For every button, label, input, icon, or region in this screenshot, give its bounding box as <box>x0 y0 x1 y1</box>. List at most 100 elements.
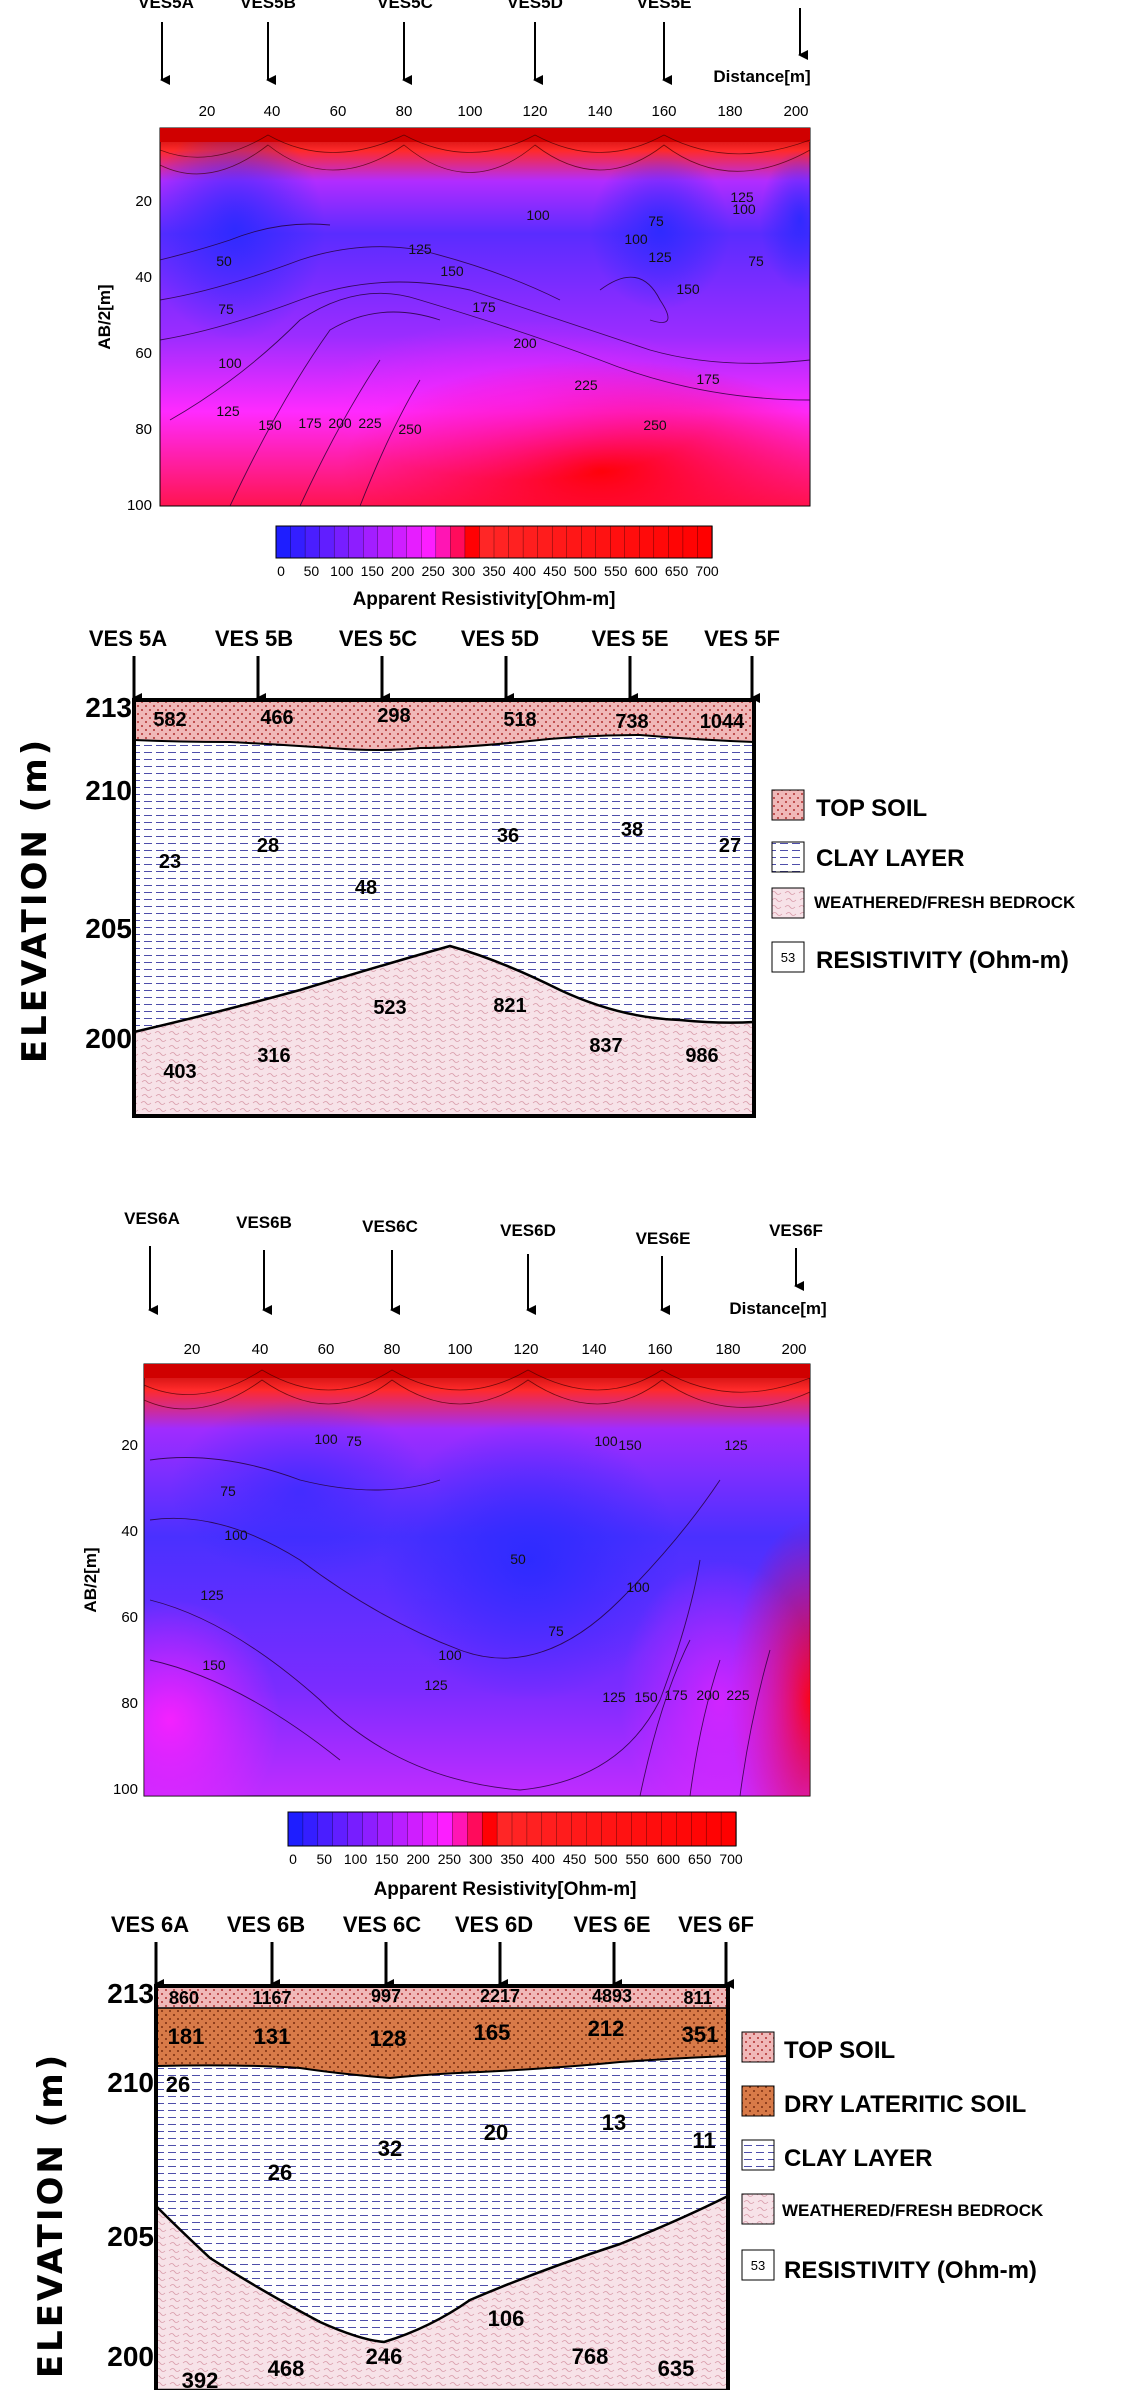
colorbar-tick: 100 <box>344 1851 368 1867</box>
legend-label: RESISTIVITY (Ohm-m) <box>816 947 1069 974</box>
colorbar-swatch <box>661 1811 677 1847</box>
contour-label: 100 <box>526 207 550 223</box>
contour-label: 150 <box>618 1437 642 1453</box>
colorbar-swatch <box>377 1811 394 1847</box>
colorbar-swatch <box>556 1811 573 1847</box>
colorbar-tick: 650 <box>688 1851 712 1867</box>
colorbar-swatch <box>464 525 481 559</box>
resistivity-value: 246 <box>366 2344 403 2369</box>
contour-label: 100 <box>218 355 242 371</box>
ves-label: VES5C <box>377 0 433 12</box>
legend-swatch-resistivity <box>741 2249 775 2281</box>
colorbar-swatch <box>541 1811 558 1847</box>
colorbar-frame <box>287 1811 737 1847</box>
colorbar-swatch <box>601 1811 618 1847</box>
pseudosection-5: VES5A VES5B VES5C VES5D VES5E Distance[m… <box>95 0 811 514</box>
contour-label: 125 <box>724 1437 748 1453</box>
elevation-tick: 210 <box>85 775 132 806</box>
resistivity-value: 997 <box>371 1986 401 2006</box>
legend: TOP SOIL CLAY LAYER WEATHERED/FRESH BEDR… <box>771 789 1076 974</box>
legend-sample-value: 53 <box>751 2258 765 2273</box>
contour-label: 75 <box>220 1483 236 1499</box>
ves-label: VES5B <box>240 0 296 12</box>
resistivity-value: 738 <box>615 711 648 733</box>
colorbar-tick: 50 <box>316 1851 332 1867</box>
colorbar-tick: 450 <box>543 563 567 579</box>
geoelectric-section-6: VES 6A VES 6B VES 6C VES 6D VES 6E VES 6… <box>31 1912 1044 2390</box>
contour-label: 250 <box>643 417 667 433</box>
resistivity-value: 38 <box>621 819 643 841</box>
resistivity-value: 837 <box>589 1035 622 1057</box>
colorbar-swatch <box>452 1811 468 1847</box>
ves-label: VES6D <box>500 1221 556 1240</box>
ves-label: VES 6B <box>227 1912 305 1937</box>
legend-label: CLAY LAYER <box>816 845 965 872</box>
colorbar-swatch <box>522 525 539 559</box>
colorbar-swatch <box>347 1811 364 1847</box>
colorbar-swatch <box>333 525 350 559</box>
x-tick: 100 <box>457 103 482 120</box>
colorbar-swatch <box>392 1811 409 1847</box>
resistivity-value: 26 <box>268 2160 292 2185</box>
ves-label: VES 5D <box>461 626 539 651</box>
distance-label: Distance[m] <box>713 67 810 86</box>
colorbar-tick: 400 <box>532 1851 556 1867</box>
section-frame <box>154 1984 730 2390</box>
colorbar-swatch <box>586 1811 603 1847</box>
ves-label: VES 5A <box>89 626 167 651</box>
resistivity-value: 106 <box>488 2306 525 2331</box>
contour-label: 125 <box>200 1587 224 1603</box>
y-tick: 40 <box>135 269 152 286</box>
bedrock-layer <box>132 944 756 1118</box>
contour-label: 225 <box>574 377 598 393</box>
resistivity-value: 316 <box>257 1045 290 1067</box>
legend-label: TOP SOIL <box>784 2037 895 2064</box>
colorbar-swatch <box>624 525 640 559</box>
colorbar-tick: 350 <box>500 1851 524 1867</box>
ves-label: VES 6A <box>111 1912 189 1937</box>
elevation-tick: 213 <box>85 692 132 723</box>
contour-label: 150 <box>202 1657 226 1673</box>
colorbar-swatch <box>467 1811 483 1847</box>
colorbar-swatch <box>551 525 568 559</box>
resistivity-value: 26 <box>166 2072 190 2097</box>
colorbar-tick: 450 <box>563 1851 587 1867</box>
contour-label: 150 <box>634 1689 658 1705</box>
colorbar-swatch <box>348 525 364 559</box>
contour-label: 225 <box>358 415 382 431</box>
high-resistivity-zone <box>320 320 720 480</box>
colorbar-swatch <box>720 1811 737 1847</box>
contour-label: 150 <box>440 263 464 279</box>
pseudosection-6: VES6A VES6B VES6C VES6D VES6E VES6F Dist… <box>81 1209 827 1798</box>
x-tick: 80 <box>396 103 413 120</box>
colorbar-swatch <box>508 525 524 559</box>
colorbar-swatch <box>676 1811 692 1847</box>
resistivity-value: 392 <box>182 2368 219 2390</box>
resistivity-value: 468 <box>268 2356 305 2381</box>
colorbar-swatch <box>537 525 553 559</box>
resistivity-value: 13 <box>602 2110 626 2135</box>
resistivity-value: 860 <box>169 1988 199 2008</box>
legend-swatch-topsoil <box>771 789 805 821</box>
ves-label: VES6F <box>769 1221 823 1240</box>
y-tick: 100 <box>113 1781 138 1798</box>
colorbar-swatches <box>287 1811 737 1847</box>
contour-label: 200 <box>696 1687 720 1703</box>
x-tick: 160 <box>651 103 676 120</box>
colorbar-swatch <box>290 525 306 559</box>
resistivity-value: 466 <box>260 707 293 729</box>
resistivity-value: 1167 <box>252 1988 291 2008</box>
low-resistivity-zone <box>380 1420 680 1700</box>
contour-label: 200 <box>513 335 537 351</box>
colorbar-swatch <box>682 525 699 559</box>
contour-label: 200 <box>328 415 352 431</box>
colorbar-tick: 500 <box>594 1851 618 1867</box>
contour-label: 125 <box>216 403 240 419</box>
contour-label: 50 <box>216 253 232 269</box>
colorbar-swatch <box>610 525 626 559</box>
x-tick: 120 <box>522 103 547 120</box>
colorbar-1: 0 50 100 150 200 250 300 350 400 450 500 550 600 650 7… <box>275 525 719 610</box>
colorbar-tick: 700 <box>719 1851 743 1867</box>
y-tick: 20 <box>135 193 152 210</box>
colorbar-tick: 350 <box>482 563 506 579</box>
